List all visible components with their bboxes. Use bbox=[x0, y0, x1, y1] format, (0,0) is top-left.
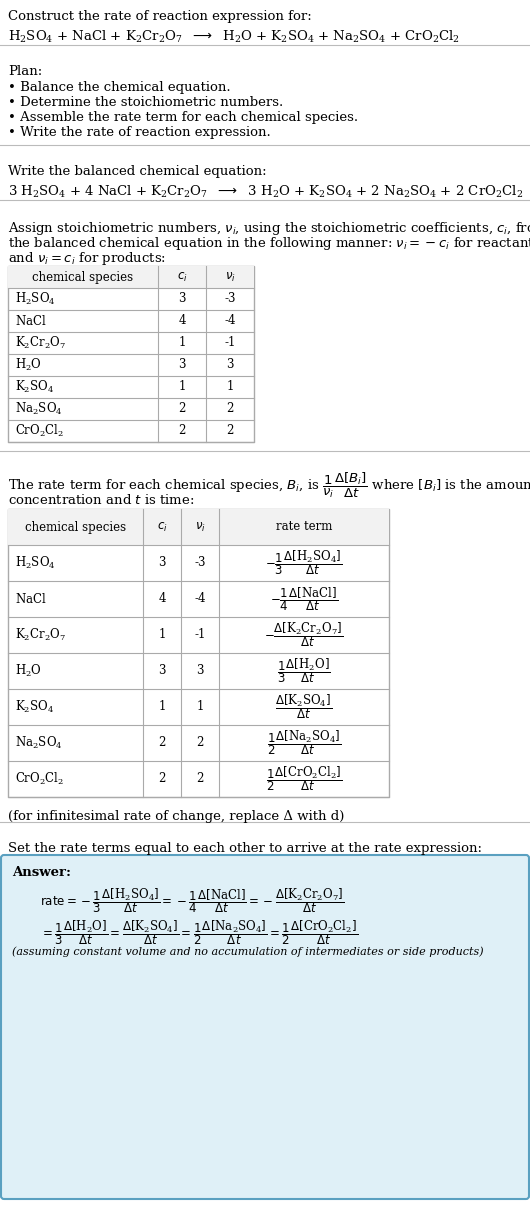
Text: (assuming constant volume and no accumulation of intermediates or side products): (assuming constant volume and no accumul… bbox=[12, 946, 483, 957]
Text: Answer:: Answer: bbox=[12, 866, 71, 879]
Text: $\nu_i$: $\nu_i$ bbox=[225, 271, 235, 284]
Text: rate term: rate term bbox=[276, 521, 332, 534]
Text: -4: -4 bbox=[224, 314, 236, 327]
Text: $\mathregular{K_2Cr_2O_7}$: $\mathregular{K_2Cr_2O_7}$ bbox=[15, 627, 66, 643]
Text: concentration and $t$ is time:: concentration and $t$ is time: bbox=[8, 493, 195, 507]
Text: 2: 2 bbox=[196, 737, 204, 749]
Bar bbox=[8, 509, 389, 797]
Bar bbox=[8, 509, 389, 545]
Text: $\dfrac{1}{2}\dfrac{\Delta[\mathregular{CrO_2Cl_2}]}{\Delta t}$: $\dfrac{1}{2}\dfrac{\Delta[\mathregular{… bbox=[266, 765, 342, 794]
Text: $= \dfrac{1}{3}\dfrac{\Delta[\mathregular{H_2O}]}{\Delta t} = \dfrac{\Delta[\mat: $= \dfrac{1}{3}\dfrac{\Delta[\mathregula… bbox=[40, 918, 358, 947]
Text: 2: 2 bbox=[178, 402, 186, 416]
Text: Write the balanced chemical equation:: Write the balanced chemical equation: bbox=[8, 165, 267, 178]
Text: 4: 4 bbox=[158, 592, 166, 605]
Text: 2: 2 bbox=[178, 424, 186, 437]
Text: 3: 3 bbox=[178, 359, 186, 372]
Text: The rate term for each chemical species, $B_i$, is $\dfrac{1}{\nu_i}\dfrac{\Delt: The rate term for each chemical species,… bbox=[8, 471, 530, 500]
Text: -4: -4 bbox=[195, 592, 206, 605]
Bar bbox=[8, 266, 254, 288]
Text: 2: 2 bbox=[196, 772, 204, 785]
Text: $\mathrm{rate} = -\dfrac{1}{3}\dfrac{\Delta[\mathregular{H_2SO_4}]}{\Delta t} = : $\mathrm{rate} = -\dfrac{1}{3}\dfrac{\De… bbox=[40, 885, 345, 914]
Text: 2: 2 bbox=[158, 737, 166, 749]
Text: Plan:: Plan: bbox=[8, 65, 42, 79]
Text: 4: 4 bbox=[178, 314, 186, 327]
Text: the balanced chemical equation in the following manner: $\nu_i = -c_i$ for react: the balanced chemical equation in the fo… bbox=[8, 236, 530, 252]
Text: -3: -3 bbox=[224, 292, 236, 306]
Text: -3: -3 bbox=[195, 557, 206, 569]
Text: Set the rate terms equal to each other to arrive at the rate expression:: Set the rate terms equal to each other t… bbox=[8, 842, 482, 855]
Text: $\mathregular{K_2Cr_2O_7}$: $\mathregular{K_2Cr_2O_7}$ bbox=[15, 335, 66, 352]
Text: 3: 3 bbox=[158, 664, 166, 678]
Text: • Balance the chemical equation.: • Balance the chemical equation. bbox=[8, 81, 231, 94]
Text: 1: 1 bbox=[158, 628, 166, 641]
Text: • Write the rate of reaction expression.: • Write the rate of reaction expression. bbox=[8, 126, 271, 139]
Text: $\mathregular{H_2SO_4}$: $\mathregular{H_2SO_4}$ bbox=[15, 554, 56, 571]
Text: 2: 2 bbox=[226, 424, 234, 437]
Text: 3: 3 bbox=[226, 359, 234, 372]
Text: $\mathregular{NaCl}$: $\mathregular{NaCl}$ bbox=[15, 314, 47, 329]
Text: $-\dfrac{\Delta[\mathregular{K_2Cr_2O_7}]}{\Delta t}$: $-\dfrac{\Delta[\mathregular{K_2Cr_2O_7}… bbox=[264, 621, 343, 650]
Text: $\mathregular{CrO_2Cl_2}$: $\mathregular{CrO_2Cl_2}$ bbox=[15, 771, 64, 788]
Text: -1: -1 bbox=[224, 337, 236, 349]
Text: $c_i$: $c_i$ bbox=[176, 271, 188, 284]
Text: $\mathregular{K_2SO_4}$: $\mathregular{K_2SO_4}$ bbox=[15, 699, 54, 715]
Text: 2: 2 bbox=[226, 402, 234, 416]
Text: • Determine the stoichiometric numbers.: • Determine the stoichiometric numbers. bbox=[8, 95, 283, 109]
Text: $\mathregular{H_2SO_4}$: $\mathregular{H_2SO_4}$ bbox=[15, 291, 56, 307]
Text: $\mathregular{H_2O}$: $\mathregular{H_2O}$ bbox=[15, 356, 42, 373]
Text: -1: -1 bbox=[195, 628, 206, 641]
Text: $\nu_i$: $\nu_i$ bbox=[195, 521, 206, 534]
Text: $\mathregular{Na_2SO_4}$: $\mathregular{Na_2SO_4}$ bbox=[15, 401, 63, 417]
Text: 1: 1 bbox=[196, 701, 204, 714]
Text: Assign stoichiometric numbers, $\nu_i$, using the stoichiometric coefficients, $: Assign stoichiometric numbers, $\nu_i$, … bbox=[8, 220, 530, 237]
Text: 3: 3 bbox=[178, 292, 186, 306]
Text: $\dfrac{\Delta[\mathregular{K_2SO_4}]}{\Delta t}$: $\dfrac{\Delta[\mathregular{K_2SO_4}]}{\… bbox=[276, 692, 332, 721]
Text: • Assemble the rate term for each chemical species.: • Assemble the rate term for each chemic… bbox=[8, 111, 358, 124]
Text: chemical species: chemical species bbox=[25, 521, 126, 534]
Text: 1: 1 bbox=[178, 381, 186, 394]
Text: $\dfrac{1}{2}\dfrac{\Delta[\mathregular{Na_2SO_4}]}{\Delta t}$: $\dfrac{1}{2}\dfrac{\Delta[\mathregular{… bbox=[267, 728, 341, 757]
Text: Construct the rate of reaction expression for:: Construct the rate of reaction expressio… bbox=[8, 10, 312, 23]
Text: 1: 1 bbox=[158, 701, 166, 714]
Text: $\dfrac{1}{3}\dfrac{\Delta[\mathregular{H_2O}]}{\Delta t}$: $\dfrac{1}{3}\dfrac{\Delta[\mathregular{… bbox=[277, 657, 331, 685]
Text: $\mathregular{H_2O}$: $\mathregular{H_2O}$ bbox=[15, 663, 42, 679]
Text: 1: 1 bbox=[226, 381, 234, 394]
Text: $c_i$: $c_i$ bbox=[157, 521, 167, 534]
Text: $\mathregular{NaCl}$: $\mathregular{NaCl}$ bbox=[15, 592, 47, 606]
Text: 3 $\mathregular{H_2SO_4}$ $+$ 4 NaCl $+$ $\mathregular{K_2Cr_2O_7}$  $\longright: 3 $\mathregular{H_2SO_4}$ $+$ 4 NaCl $+$… bbox=[8, 184, 523, 201]
Text: $-\dfrac{1}{3}\dfrac{\Delta[\mathregular{H_2SO_4}]}{\Delta t}$: $-\dfrac{1}{3}\dfrac{\Delta[\mathregular… bbox=[266, 548, 343, 577]
Text: $\mathregular{K_2SO_4}$: $\mathregular{K_2SO_4}$ bbox=[15, 379, 54, 395]
Text: $\mathregular{H_2SO_4}$ $+$ NaCl $+$ $\mathregular{K_2Cr_2O_7}$  $\longrightarro: $\mathregular{H_2SO_4}$ $+$ NaCl $+$ $\m… bbox=[8, 29, 460, 45]
FancyBboxPatch shape bbox=[1, 855, 529, 1200]
Text: 2: 2 bbox=[158, 772, 166, 785]
Text: 3: 3 bbox=[196, 664, 204, 678]
Text: $-\dfrac{1}{4}\dfrac{\Delta[\mathregular{NaCl}]}{\Delta t}$: $-\dfrac{1}{4}\dfrac{\Delta[\mathregular… bbox=[270, 585, 338, 612]
Text: and $\nu_i = c_i$ for products:: and $\nu_i = c_i$ for products: bbox=[8, 250, 166, 267]
Text: 1: 1 bbox=[178, 337, 186, 349]
Text: $\mathregular{CrO_2Cl_2}$: $\mathregular{CrO_2Cl_2}$ bbox=[15, 423, 64, 439]
Text: 3: 3 bbox=[158, 557, 166, 569]
Text: (for infinitesimal rate of change, replace Δ with d): (for infinitesimal rate of change, repla… bbox=[8, 811, 344, 823]
Text: chemical species: chemical species bbox=[32, 271, 134, 284]
Text: $\mathregular{Na_2SO_4}$: $\mathregular{Na_2SO_4}$ bbox=[15, 734, 63, 751]
Bar bbox=[8, 266, 254, 442]
